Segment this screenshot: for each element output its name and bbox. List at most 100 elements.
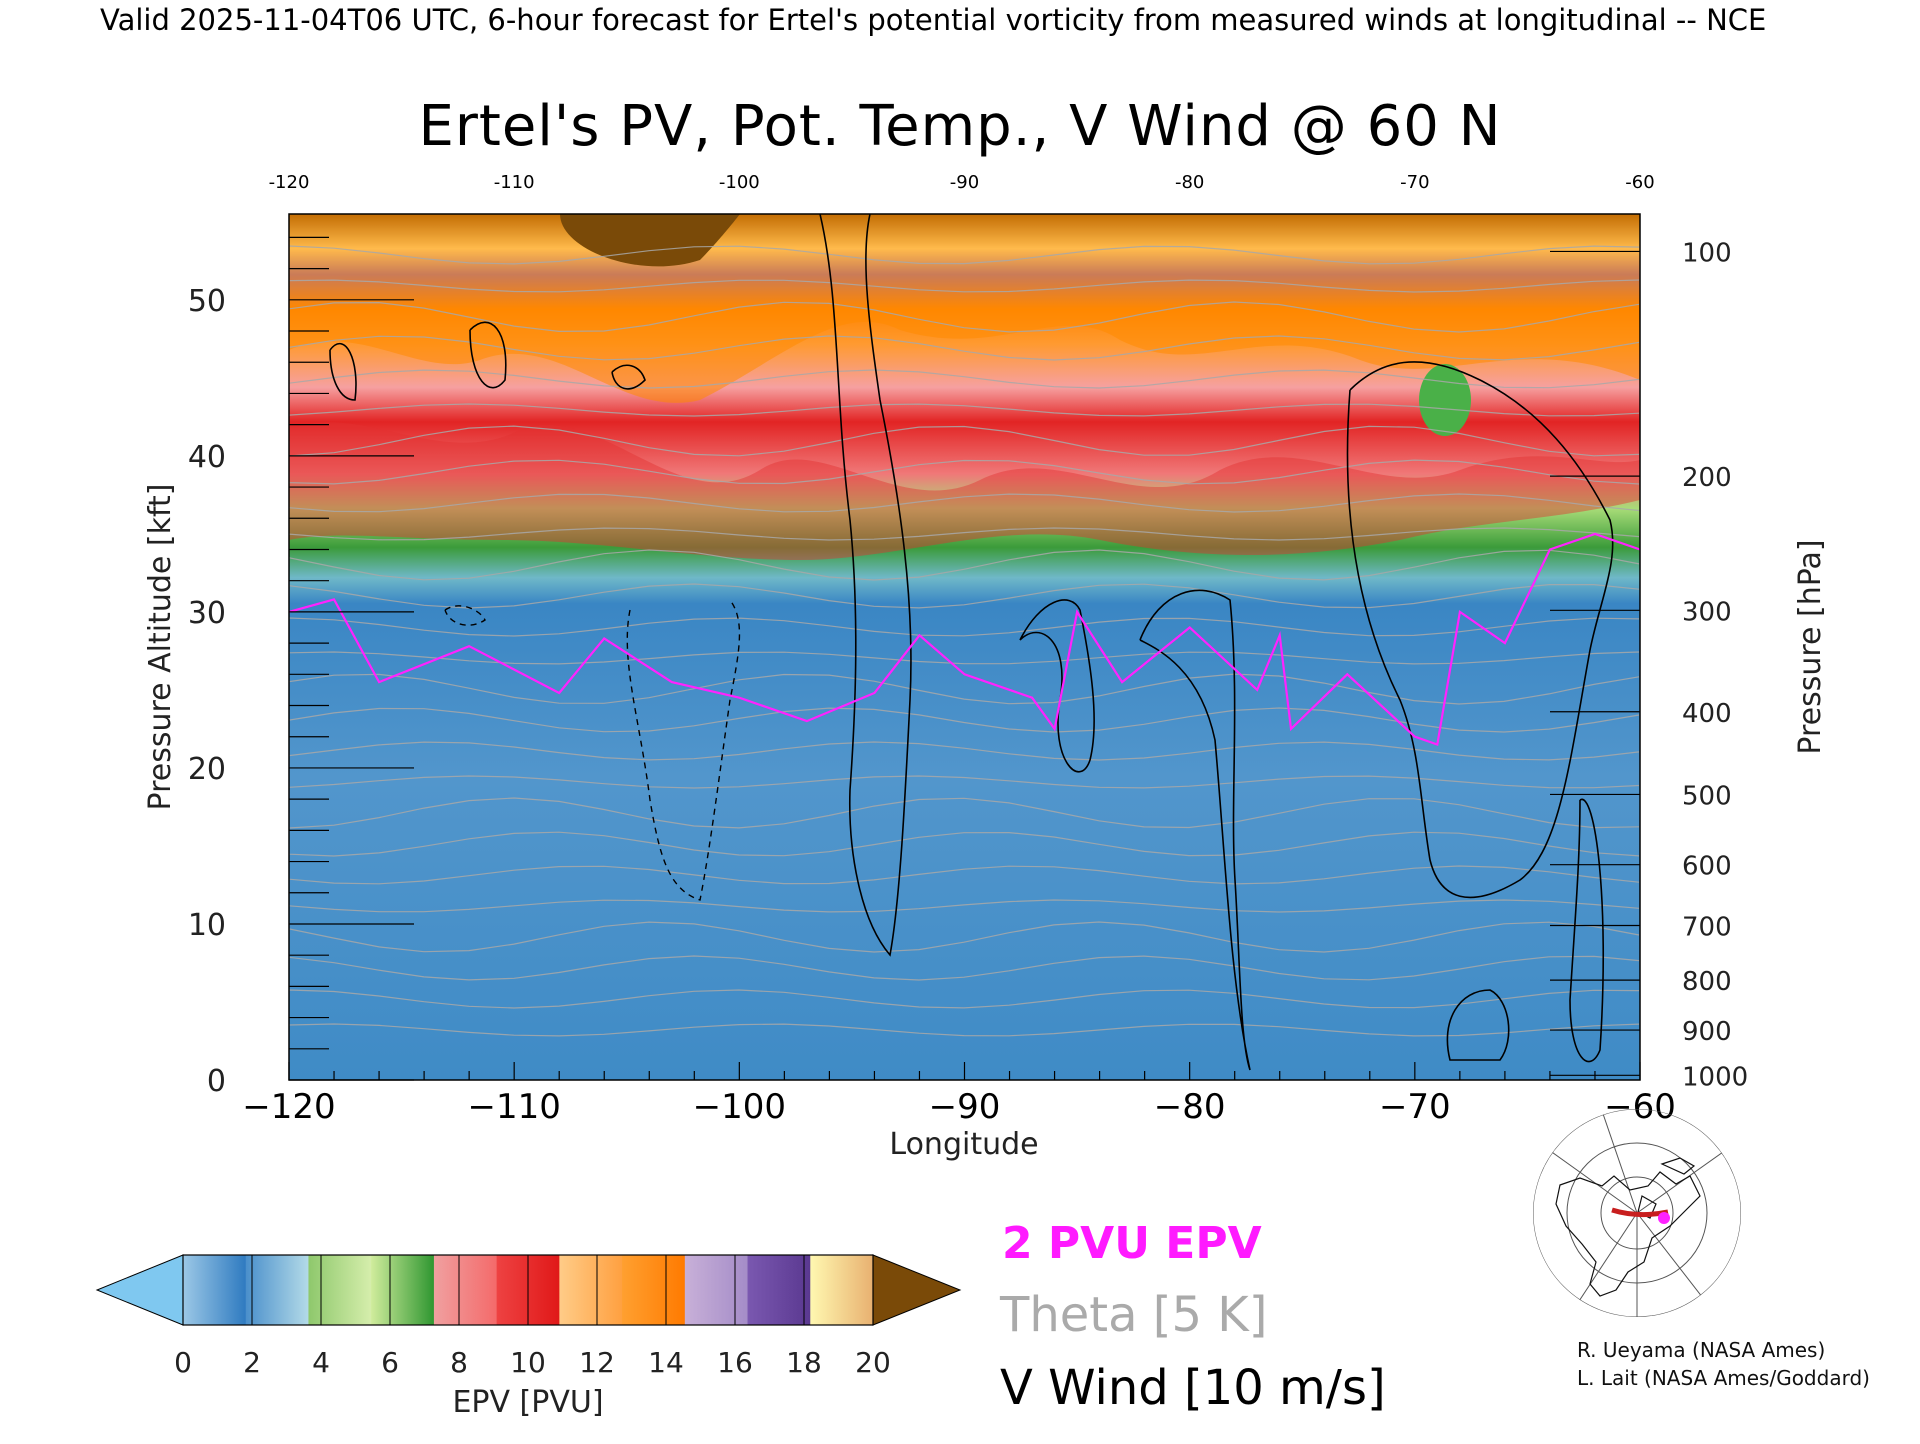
x-tick-label: −120 [242,1087,335,1127]
top-tick-label: -60 [1625,172,1654,193]
credit-line-1: R. Ueyama (NASA Ames) [1577,1338,1825,1362]
colorbar-tick-label: 18 [786,1346,822,1379]
colorbar-tick-label: 12 [579,1346,615,1379]
header-text: Valid 2025-11-04T06 UTC, 6-hour forecast… [100,3,1766,37]
top-tick-label: -90 [950,172,979,193]
vwind-contour-line [329,342,357,401]
vwind-contours [329,214,1614,1071]
colorbar-tick-label: 16 [717,1346,753,1379]
y-tick-label-left: 10 [188,908,226,943]
left-tick-labels: 0 10 20 30 40 50 [188,236,414,1099]
x-tick-label: −70 [1379,1087,1451,1127]
y-tick-label-right: 800 [1682,967,1732,997]
y-axis-label-left: Pressure Altitude [kft] [143,484,178,811]
theta-contour-line [289,301,1640,333]
theta-contour-line [289,955,1640,981]
credit-line-2: L. Lait (NASA Ames/Goddard) [1577,1366,1870,1390]
theta-contour-line [289,527,1640,541]
theta-contour-line [289,651,1640,665]
theta-contour-line [289,279,1640,293]
theta-contour-line [289,989,1640,1009]
vwind-contour-dashed [626,599,741,901]
y-tick-label-left: 0 [207,1064,226,1099]
theta-contour-line [289,425,1640,457]
theta-contour-line [289,797,1640,829]
top-tick-label: -100 [719,172,760,193]
theta-contour-line [289,403,1640,417]
colorbar-segment [684,1255,749,1325]
top-tick-label: -120 [269,172,310,193]
colorbar-segment [183,1255,247,1325]
colorbar-under-arrow [95,1254,184,1326]
theta-contour-line [289,583,1640,609]
y-tick-label-right: 1000 [1682,1062,1748,1092]
theta-contour-line [289,549,1640,581]
colorbar-over-arrow [872,1254,962,1326]
y-tick-label-left: 40 [188,440,226,475]
legend-vwind: V Wind [10 m/s] [1000,1360,1386,1416]
theta-contour-line [289,245,1640,265]
y-tick-label-right: 300 [1682,597,1732,627]
vwind-contour-line [1346,361,1614,899]
locator-map-marker [1658,1212,1670,1224]
colorbar-tick-label: 0 [174,1346,192,1379]
vwind-contour-line [611,364,646,390]
x-tick-label: −110 [467,1087,560,1127]
locator-map [1533,1109,1741,1317]
y-tick-label-left: 20 [188,752,226,787]
y-tick-label-right: 400 [1682,699,1732,729]
colorbar-tick-label: 10 [510,1346,546,1379]
vwind-contour-line [1019,599,1095,773]
x-tick-label: −90 [929,1087,1001,1127]
vwind-contour-line [819,214,912,957]
top-tick-labels: -120 -110 -100 -90 -80 -70 -60 [269,172,1655,193]
theta-contours [289,245,1640,1037]
chart-title: Ertel's PV, Pot. Temp., V Wind @ 60 N [418,94,1501,159]
theta-contour-line [289,459,1640,485]
colorbar-tick-label: 14 [648,1346,684,1379]
colorbar: 0 2 4 6 8 10 12 14 16 18 20 [95,1254,962,1379]
colorbar-tick-label: 6 [381,1346,399,1379]
colorbar-tick-label: 8 [450,1346,468,1379]
colorbar-segment [747,1255,811,1325]
locator-map-coastline [1555,1157,1701,1297]
colorbar-segment [559,1255,623,1325]
tropopause-2pvu-line [289,532,1640,746]
colorbar-segment [433,1255,498,1325]
colorbar-tick-label: 4 [312,1346,330,1379]
y-axis-label-right: Pressure [hPa] [1793,539,1828,754]
vwind-contour-line [469,321,507,389]
y-tick-label-left: 30 [188,596,226,631]
theta-contour-line [289,707,1640,733]
right-tick-labels: 100 200 300 400 500 600 700 800 900 1000 [1550,238,1748,1092]
theta-contour-line [289,617,1640,637]
colorbar-tick-label: 20 [855,1346,891,1379]
theta-contour-line [289,775,1640,789]
y-tick-label-right: 700 [1682,913,1732,943]
theta-contour-line [289,673,1640,705]
x-tick-label: −80 [1154,1087,1226,1127]
colorbar-segment [308,1255,372,1325]
colorbar-tick-label: 2 [243,1346,261,1379]
y-tick-label-left: 50 [188,284,226,319]
legend-theta: Theta [5 K] [999,1287,1268,1343]
theta-contour-line [289,921,1640,953]
top-tick-label: -70 [1400,172,1429,193]
vwind-contour-dashed [444,605,486,626]
y-tick-label-right: 100 [1682,238,1732,268]
plot-area [288,213,1641,1081]
theta-contour-line [289,493,1640,513]
theta-contour-line [289,865,1640,885]
theta-contour-line [289,831,1640,857]
colorbar-segment [371,1255,435,1325]
x-tick-label: −100 [693,1087,786,1127]
pv-red-band [289,422,1640,560]
colorbar-segment [245,1255,309,1325]
x-tick-label: −60 [1604,1087,1676,1127]
vwind-contour-line [1446,989,1510,1061]
colorbar-segment [810,1255,874,1325]
vwind-contour-line [1139,589,1251,1071]
x-axis-label: Longitude [889,1127,1038,1162]
bottom-tick-labels: −120 −110 −100 −90 −80 −70 −60 [242,1062,1676,1127]
pv-green-patch [1419,364,1471,436]
